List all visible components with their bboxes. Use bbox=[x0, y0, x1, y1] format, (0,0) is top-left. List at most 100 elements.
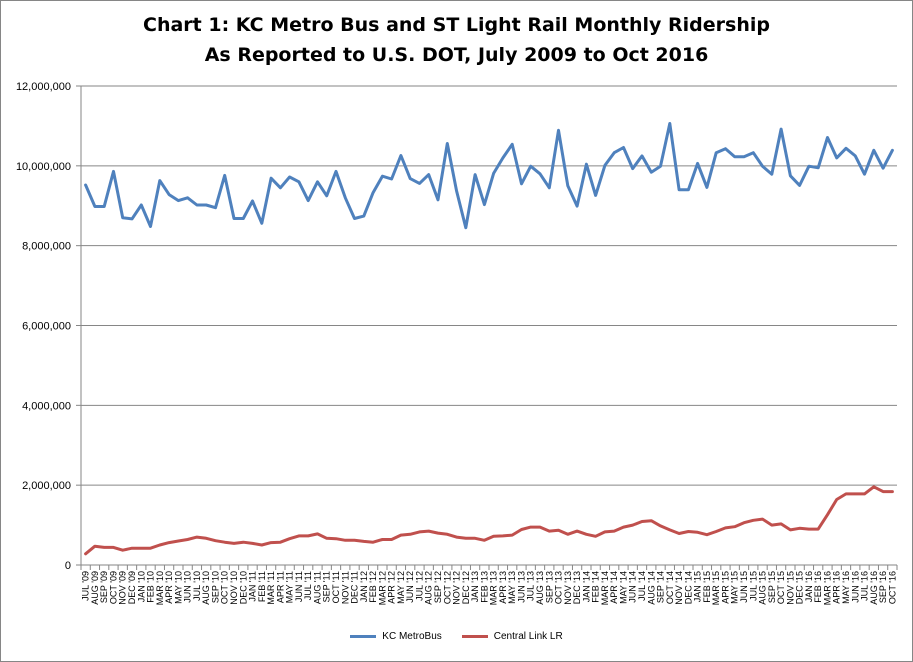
data-point-central-link-lr bbox=[214, 539, 217, 542]
x-tick-label: DEC '13 bbox=[572, 571, 582, 604]
data-point-central-link-lr bbox=[298, 535, 300, 537]
data-point-kc-metrobus bbox=[325, 194, 328, 197]
data-point-kc-metrobus bbox=[594, 194, 597, 197]
data-point-central-link-lr bbox=[594, 535, 597, 538]
data-point-kc-metrobus bbox=[131, 218, 133, 220]
x-tick-label: SEP '12 bbox=[433, 571, 443, 603]
data-point-kc-metrobus bbox=[177, 199, 180, 202]
data-point-central-link-lr bbox=[103, 546, 105, 549]
x-tick-label: NOV '11 bbox=[340, 571, 350, 604]
data-point-kc-metrobus bbox=[659, 165, 662, 168]
x-tick-label: SEP '11 bbox=[322, 571, 332, 602]
x-tick-label: MAY '15 bbox=[730, 571, 740, 604]
x-tick-label: MAR '12 bbox=[377, 571, 387, 605]
data-point-kc-metrobus bbox=[186, 196, 189, 199]
data-point-kc-metrobus bbox=[863, 173, 866, 176]
x-tick-label: DEC '11 bbox=[350, 571, 360, 604]
x-tick-label: NOV '10 bbox=[229, 571, 239, 605]
data-point-kc-metrobus bbox=[390, 178, 393, 180]
data-point-kc-metrobus bbox=[409, 177, 411, 180]
x-tick-label: MAY '12 bbox=[396, 571, 406, 604]
series-line-kc-metrobus bbox=[84, 122, 894, 230]
data-point-central-link-lr bbox=[511, 534, 513, 536]
data-point-kc-metrobus bbox=[576, 205, 578, 207]
data-point-central-link-lr bbox=[761, 518, 764, 520]
data-point-central-link-lr bbox=[344, 539, 347, 542]
x-tick-label: MAY '16 bbox=[841, 571, 851, 604]
x-tick-label: JUN '16 bbox=[850, 571, 860, 603]
x-tick-label: OCT '10 bbox=[220, 571, 230, 604]
data-point-kc-metrobus bbox=[437, 198, 439, 201]
data-point-kc-metrobus bbox=[733, 155, 736, 158]
data-point-central-link-lr bbox=[131, 547, 133, 550]
data-point-central-link-lr bbox=[548, 530, 551, 532]
legend-label-central-link-lr: Central Link LR bbox=[493, 631, 563, 642]
x-tick-label: DEC '15 bbox=[795, 571, 805, 604]
data-point-central-link-lr bbox=[381, 538, 384, 541]
data-point-central-link-lr bbox=[196, 536, 198, 538]
x-tick-label: JUL '14 bbox=[637, 571, 647, 601]
data-point-central-link-lr bbox=[576, 530, 578, 532]
x-tick-label: OCT '15 bbox=[776, 571, 786, 604]
series-line-central-link-lr bbox=[84, 485, 894, 556]
x-tick-label: MAR '15 bbox=[711, 571, 721, 605]
x-tick-label: FEB '11 bbox=[257, 571, 267, 602]
x-tick-label: SEP '15 bbox=[767, 571, 777, 603]
x-tick-label: MAR '10 bbox=[155, 571, 165, 605]
x-tick-label: MAY '14 bbox=[618, 571, 628, 604]
x-tick-label: MAR '13 bbox=[489, 571, 499, 605]
x-tick-label: JUL '15 bbox=[748, 571, 758, 601]
data-point-central-link-lr bbox=[808, 528, 810, 530]
data-point-kc-metrobus bbox=[761, 165, 764, 168]
data-point-central-link-lr bbox=[140, 547, 143, 550]
data-point-kc-metrobus bbox=[196, 204, 198, 206]
x-tick-label: FEB '15 bbox=[702, 571, 712, 603]
data-point-central-link-lr bbox=[696, 531, 699, 534]
data-point-central-link-lr bbox=[94, 545, 96, 548]
data-point-central-link-lr bbox=[112, 546, 115, 549]
chart-subtitle: As Reported to U.S. DOT, July 2009 to Oc… bbox=[204, 44, 709, 66]
x-tick-label: OCT '13 bbox=[554, 571, 564, 604]
x-tick-label: MAY '10 bbox=[173, 571, 183, 604]
data-point-central-link-lr bbox=[307, 535, 309, 537]
data-point-kc-metrobus bbox=[752, 151, 755, 154]
data-point-kc-metrobus bbox=[279, 186, 282, 189]
x-tick-label: NOV '12 bbox=[452, 571, 462, 605]
x-tick-label: FEB '10 bbox=[146, 571, 156, 603]
data-point-kc-metrobus bbox=[400, 154, 402, 157]
legend-swatch-kc-metrobus bbox=[350, 635, 377, 638]
data-point-kc-metrobus bbox=[483, 203, 486, 206]
x-tick-label: JUN '15 bbox=[739, 571, 749, 603]
data-point-kc-metrobus bbox=[140, 204, 143, 206]
data-point-kc-metrobus bbox=[316, 181, 319, 183]
x-tick-label: AUG '15 bbox=[758, 571, 768, 605]
x-tick-label: NOV '13 bbox=[563, 571, 573, 605]
x-tick-label: NOV '15 bbox=[785, 571, 795, 605]
legend-swatch-central-link-lr bbox=[461, 635, 488, 638]
data-point-central-link-lr bbox=[789, 529, 792, 531]
data-point-central-link-lr bbox=[316, 533, 319, 535]
data-point-kc-metrobus bbox=[502, 157, 504, 159]
data-point-kc-metrobus bbox=[270, 177, 272, 180]
data-point-central-link-lr bbox=[177, 540, 180, 542]
data-point-central-link-lr bbox=[159, 544, 161, 546]
x-tick-label: JUN '11 bbox=[294, 571, 304, 602]
x-tick-label: APR '11 bbox=[275, 571, 285, 603]
data-point-kc-metrobus bbox=[298, 181, 300, 183]
data-point-kc-metrobus bbox=[511, 143, 513, 146]
x-tick-label: SEP '09 bbox=[99, 571, 109, 603]
data-point-kc-metrobus bbox=[474, 173, 476, 176]
data-point-kc-metrobus bbox=[214, 206, 217, 209]
data-point-kc-metrobus bbox=[149, 225, 152, 228]
y-tick-label: 8,000,000 bbox=[22, 241, 71, 253]
x-tick-label: JAN '10 bbox=[136, 571, 146, 602]
legend-item-central-link-lr: Central Link LR bbox=[461, 631, 563, 642]
data-point-kc-metrobus bbox=[112, 170, 115, 173]
data-point-central-link-lr bbox=[529, 526, 532, 528]
data-point-central-link-lr bbox=[771, 524, 773, 526]
data-point-central-link-lr bbox=[752, 519, 755, 522]
data-point-central-link-lr bbox=[706, 533, 708, 536]
data-point-central-link-lr bbox=[882, 490, 884, 493]
x-tick-label: APR '15 bbox=[720, 571, 730, 604]
